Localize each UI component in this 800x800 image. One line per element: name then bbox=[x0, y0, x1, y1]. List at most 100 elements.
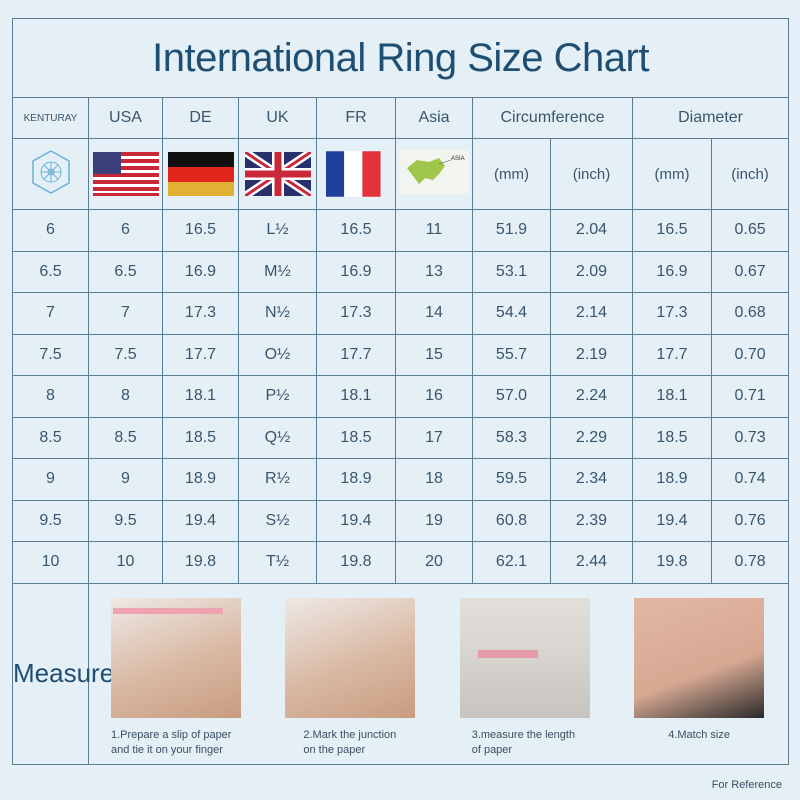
cell-usa: 8 bbox=[88, 375, 163, 418]
cell-dia-mm: 18.5 bbox=[632, 416, 712, 459]
cell-uk: L½ bbox=[238, 209, 317, 252]
measure-steps: 1.Prepare a slip of paper and tie it on y… bbox=[87, 582, 790, 765]
cell-de: 17.3 bbox=[162, 292, 239, 335]
step-2-caption: 2.Mark the junction on the paper bbox=[303, 728, 397, 756]
table-row: 10 10 19.8 T½ 19.8 20 62.1 2.44 19.8 0.78 bbox=[12, 541, 790, 584]
cell-circ-inch: 2.19 bbox=[550, 333, 633, 376]
cell-uk: O½ bbox=[238, 333, 317, 376]
cell-uk: P½ bbox=[238, 375, 317, 418]
cell-circ-mm: 53.1 bbox=[472, 250, 551, 293]
table-row: 6.5 6.5 16.9 M½ 16.9 13 53.1 2.09 16.9 0.67 bbox=[12, 250, 790, 293]
measure-step-1: 1.Prepare a slip of paper and tie it on y… bbox=[111, 597, 241, 758]
cell-dia-mm: 16.9 bbox=[632, 250, 712, 293]
cell-dia-inch: 0.70 bbox=[710, 333, 790, 376]
cell-de: 19.8 bbox=[162, 541, 239, 584]
cell-circ-mm: 54.4 bbox=[472, 292, 551, 335]
cell-circ-mm: 51.9 bbox=[472, 209, 551, 252]
cell-asia: 17 bbox=[395, 416, 473, 459]
cell-dia-mm: 16.5 bbox=[632, 209, 712, 252]
header-diameter: Diameter bbox=[631, 97, 790, 139]
page-title: International Ring Size Chart bbox=[11, 18, 790, 98]
cell-kenturay: 8 bbox=[12, 375, 89, 418]
cell-uk: Q½ bbox=[238, 416, 317, 459]
cell-de: 19.4 bbox=[162, 499, 239, 542]
cell-circ-inch: 2.14 bbox=[550, 292, 633, 335]
cell-circ-mm: 62.1 bbox=[472, 541, 551, 584]
cell-circ-mm: 57.0 bbox=[472, 375, 551, 418]
cell-usa: 6 bbox=[88, 209, 163, 252]
cell-fr: 19.8 bbox=[316, 541, 396, 584]
cell-de: 18.1 bbox=[162, 375, 239, 418]
kenturay-logo-icon bbox=[12, 138, 89, 210]
cell-dia-inch: 0.67 bbox=[710, 250, 790, 293]
header-asia: Asia bbox=[395, 97, 473, 139]
cell-dia-inch: 0.78 bbox=[710, 541, 790, 584]
cell-dia-inch: 0.74 bbox=[710, 458, 790, 501]
table-row: 9.5 9.5 19.4 S½ 19.4 19 60.8 2.39 19.4 0.76 bbox=[12, 499, 790, 542]
cell-circ-inch: 2.34 bbox=[550, 458, 633, 501]
table-row: 9 9 18.9 R½ 18.9 18 59.5 2.34 18.9 0.74 bbox=[12, 458, 790, 501]
header-fr: FR bbox=[316, 97, 396, 139]
cell-kenturay: 7 bbox=[12, 292, 89, 335]
cell-fr: 16.5 bbox=[316, 209, 396, 252]
cell-asia: 16 bbox=[395, 375, 473, 418]
cell-kenturay: 8.5 bbox=[12, 416, 89, 459]
cell-circ-inch: 2.39 bbox=[550, 499, 633, 542]
cell-usa: 10 bbox=[88, 541, 163, 584]
cell-kenturay: 9.5 bbox=[12, 499, 89, 542]
cell-fr: 18.5 bbox=[316, 416, 396, 459]
circ-inch-label: (inch) bbox=[550, 138, 633, 210]
measure-step-2: 2.Mark the junction on the paper bbox=[285, 597, 416, 758]
cell-uk: R½ bbox=[238, 458, 317, 501]
cell-kenturay: 7.5 bbox=[12, 333, 89, 376]
cell-dia-mm: 18.9 bbox=[632, 458, 712, 501]
circ-mm-label: (mm) bbox=[472, 138, 551, 210]
header-usa: USA bbox=[88, 97, 163, 139]
cell-de: 16.9 bbox=[162, 250, 239, 293]
measure-label: Measure bbox=[12, 582, 114, 765]
cell-dia-mm: 19.8 bbox=[632, 541, 712, 584]
step-3-caption: 3.measure the length of paper bbox=[471, 728, 576, 756]
table-row: 8 8 18.1 P½ 18.1 16 57.0 2.24 18.1 0.71 bbox=[12, 375, 790, 418]
cell-circ-mm: 55.7 bbox=[472, 333, 551, 376]
cell-uk: T½ bbox=[238, 541, 317, 584]
cell-kenturay: 9 bbox=[12, 458, 89, 501]
cell-asia: 18 bbox=[395, 458, 473, 501]
cell-dia-mm: 17.7 bbox=[632, 333, 712, 376]
step-4-caption: 4.Match size bbox=[668, 728, 730, 741]
cell-usa: 9 bbox=[88, 458, 163, 501]
cell-dia-mm: 18.1 bbox=[632, 375, 712, 418]
cell-fr: 19.4 bbox=[316, 499, 396, 542]
uk-flag-icon bbox=[238, 138, 317, 210]
cell-usa: 9.5 bbox=[88, 499, 163, 542]
table-row: 7.5 7.5 17.7 O½ 17.7 15 55.7 2.19 17.7 0.70 bbox=[12, 333, 790, 376]
table-row: 8.5 8.5 18.5 Q½ 18.5 17 58.3 2.29 18.5 0.73 bbox=[12, 416, 790, 459]
header-brand: KENTURAY bbox=[12, 97, 89, 139]
cell-kenturay: 6.5 bbox=[12, 250, 89, 293]
cell-dia-inch: 0.71 bbox=[710, 375, 790, 418]
cell-de: 18.9 bbox=[162, 458, 239, 501]
step-4-photo bbox=[634, 597, 765, 718]
cell-dia-inch: 0.76 bbox=[710, 499, 790, 542]
cell-uk: S½ bbox=[238, 499, 317, 542]
ring-size-table: International Ring Size Chart KENTURAY U… bbox=[11, 18, 790, 765]
step-1-photo bbox=[111, 597, 241, 718]
cell-de: 18.5 bbox=[162, 416, 239, 459]
header-uk: UK bbox=[238, 97, 317, 139]
cell-usa: 8.5 bbox=[88, 416, 163, 459]
cell-asia: 15 bbox=[395, 333, 473, 376]
cell-fr: 18.1 bbox=[316, 375, 396, 418]
cell-asia: 11 bbox=[395, 209, 473, 252]
cell-circ-inch: 2.44 bbox=[550, 541, 633, 584]
cell-fr: 16.9 bbox=[316, 250, 396, 293]
asia-map-icon: ASIA bbox=[395, 138, 473, 210]
french-flag-icon bbox=[316, 138, 396, 210]
cell-usa: 6.5 bbox=[88, 250, 163, 293]
header-de: DE bbox=[162, 97, 239, 139]
table-row: 6 6 16.5 L½ 16.5 11 51.9 2.04 16.5 0.65 bbox=[12, 209, 790, 252]
step-3-photo bbox=[459, 597, 590, 718]
cell-uk: N½ bbox=[238, 292, 317, 335]
cell-circ-mm: 60.8 bbox=[472, 499, 551, 542]
cell-circ-inch: 2.24 bbox=[550, 375, 633, 418]
cell-dia-inch: 0.68 bbox=[710, 292, 790, 335]
